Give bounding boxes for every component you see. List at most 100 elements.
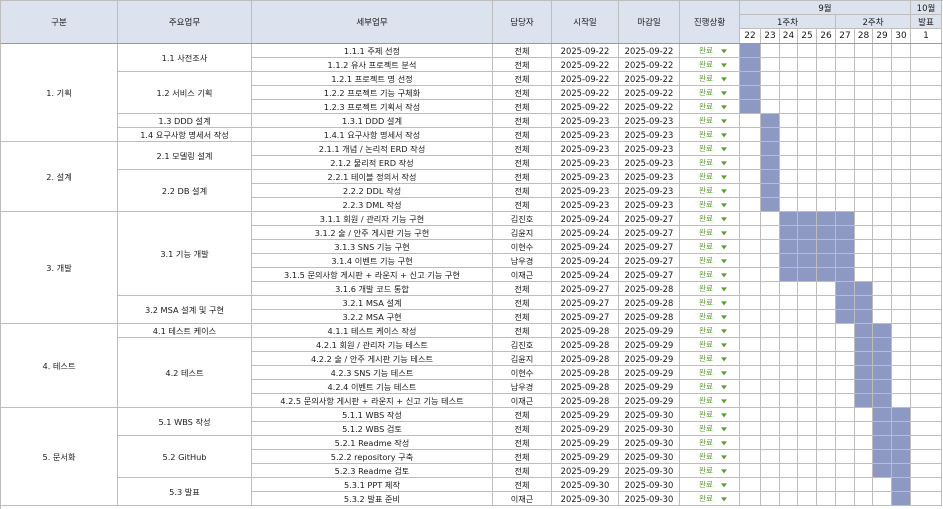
gantt-empty-cell[interactable]	[740, 128, 761, 142]
gantt-bar-cell[interactable]	[836, 296, 855, 310]
start-date-cell[interactable]: 2025-09-28	[552, 352, 619, 366]
gantt-empty-cell[interactable]	[761, 310, 780, 324]
chevron-down-icon[interactable]	[721, 62, 727, 67]
gantt-empty-cell[interactable]	[911, 114, 942, 128]
gantt-bar-cell[interactable]	[873, 352, 892, 366]
gantt-empty-cell[interactable]	[911, 86, 942, 100]
detail-task-cell[interactable]: 1.1.1 주제 선정	[252, 44, 493, 58]
gantt-bar-cell[interactable]	[761, 170, 780, 184]
status-dropdown[interactable]: 완료	[680, 394, 740, 408]
gantt-empty-cell[interactable]	[817, 394, 836, 408]
gantt-bar-cell[interactable]	[855, 310, 873, 324]
owner-cell[interactable]: 전체	[493, 142, 552, 156]
gantt-empty-cell[interactable]	[761, 58, 780, 72]
gantt-empty-cell[interactable]	[855, 268, 873, 282]
gantt-bar-cell[interactable]	[798, 254, 817, 268]
gantt-bar-cell[interactable]	[836, 282, 855, 296]
gantt-empty-cell[interactable]	[855, 128, 873, 142]
end-date-cell[interactable]: 2025-09-30	[619, 450, 680, 464]
gantt-empty-cell[interactable]	[836, 142, 855, 156]
gantt-empty-cell[interactable]	[740, 254, 761, 268]
end-date-cell[interactable]: 2025-09-30	[619, 492, 680, 506]
gantt-empty-cell[interactable]	[740, 212, 761, 226]
gantt-empty-cell[interactable]	[761, 338, 780, 352]
end-date-cell[interactable]: 2025-09-30	[619, 408, 680, 422]
gantt-bar-cell[interactable]	[855, 394, 873, 408]
header-owner[interactable]: 담당자	[493, 1, 552, 44]
chevron-down-icon[interactable]	[721, 412, 727, 417]
gantt-empty-cell[interactable]	[873, 156, 892, 170]
gantt-bar-cell[interactable]	[873, 436, 892, 450]
gantt-empty-cell[interactable]	[892, 100, 911, 114]
gantt-empty-cell[interactable]	[780, 394, 798, 408]
status-dropdown[interactable]: 완료	[680, 436, 740, 450]
gantt-bar-cell[interactable]	[761, 128, 780, 142]
gantt-empty-cell[interactable]	[817, 72, 836, 86]
detail-task-cell[interactable]: 4.2.5 문의사항 게시판 + 라운지 + 신고 기능 테스트	[252, 394, 493, 408]
gantt-empty-cell[interactable]	[740, 142, 761, 156]
gantt-empty-cell[interactable]	[817, 282, 836, 296]
end-date-cell[interactable]: 2025-09-29	[619, 366, 680, 380]
gantt-empty-cell[interactable]	[817, 352, 836, 366]
gantt-empty-cell[interactable]	[817, 422, 836, 436]
gantt-bar-cell[interactable]	[836, 268, 855, 282]
gantt-empty-cell[interactable]	[873, 58, 892, 72]
status-dropdown[interactable]: 완료	[680, 338, 740, 352]
start-date-cell[interactable]: 2025-09-23	[552, 128, 619, 142]
gantt-empty-cell[interactable]	[761, 478, 780, 492]
gantt-empty-cell[interactable]	[798, 394, 817, 408]
owner-cell[interactable]: 전체	[493, 296, 552, 310]
gantt-empty-cell[interactable]	[855, 436, 873, 450]
end-date-cell[interactable]: 2025-09-27	[619, 254, 680, 268]
end-date-cell[interactable]: 2025-09-23	[619, 156, 680, 170]
gantt-empty-cell[interactable]	[740, 352, 761, 366]
chevron-down-icon[interactable]	[721, 384, 727, 389]
gantt-empty-cell[interactable]	[761, 380, 780, 394]
start-date-cell[interactable]: 2025-09-23	[552, 184, 619, 198]
status-dropdown[interactable]: 완료	[680, 450, 740, 464]
main-task-cell[interactable]: 5.2 GitHub	[118, 436, 252, 478]
gantt-empty-cell[interactable]	[892, 338, 911, 352]
gantt-empty-cell[interactable]	[855, 100, 873, 114]
gantt-empty-cell[interactable]	[798, 450, 817, 464]
start-date-cell[interactable]: 2025-09-29	[552, 464, 619, 478]
gantt-empty-cell[interactable]	[873, 212, 892, 226]
gantt-empty-cell[interactable]	[740, 198, 761, 212]
gantt-empty-cell[interactable]	[817, 86, 836, 100]
gantt-empty-cell[interactable]	[740, 436, 761, 450]
start-date-cell[interactable]: 2025-09-27	[552, 296, 619, 310]
chevron-down-icon[interactable]	[721, 342, 727, 347]
gantt-empty-cell[interactable]	[836, 170, 855, 184]
chevron-down-icon[interactable]	[721, 90, 727, 95]
chevron-down-icon[interactable]	[721, 328, 727, 333]
gantt-empty-cell[interactable]	[855, 212, 873, 226]
end-date-cell[interactable]: 2025-09-29	[619, 394, 680, 408]
gantt-empty-cell[interactable]	[855, 44, 873, 58]
header-category[interactable]: 구분	[1, 1, 118, 44]
gantt-empty-cell[interactable]	[761, 464, 780, 478]
gantt-empty-cell[interactable]	[873, 184, 892, 198]
gantt-empty-cell[interactable]	[798, 156, 817, 170]
gantt-empty-cell[interactable]	[740, 310, 761, 324]
gantt-empty-cell[interactable]	[836, 450, 855, 464]
gantt-empty-cell[interactable]	[873, 100, 892, 114]
gantt-empty-cell[interactable]	[892, 44, 911, 58]
status-dropdown[interactable]: 완료	[680, 198, 740, 212]
status-dropdown[interactable]: 완료	[680, 58, 740, 72]
gantt-empty-cell[interactable]	[836, 58, 855, 72]
status-dropdown[interactable]: 완료	[680, 422, 740, 436]
start-date-cell[interactable]: 2025-09-23	[552, 142, 619, 156]
gantt-empty-cell[interactable]	[740, 422, 761, 436]
header-end-date[interactable]: 마감일	[619, 1, 680, 44]
gantt-empty-cell[interactable]	[892, 352, 911, 366]
start-date-cell[interactable]: 2025-09-24	[552, 268, 619, 282]
gantt-empty-cell[interactable]	[798, 114, 817, 128]
gantt-empty-cell[interactable]	[780, 324, 798, 338]
chevron-down-icon[interactable]	[721, 496, 727, 501]
gantt-empty-cell[interactable]	[836, 492, 855, 506]
gantt-empty-cell[interactable]	[798, 422, 817, 436]
owner-cell[interactable]: 김진호	[493, 338, 552, 352]
gantt-empty-cell[interactable]	[817, 366, 836, 380]
gantt-empty-cell[interactable]	[817, 44, 836, 58]
start-date-cell[interactable]: 2025-09-29	[552, 450, 619, 464]
